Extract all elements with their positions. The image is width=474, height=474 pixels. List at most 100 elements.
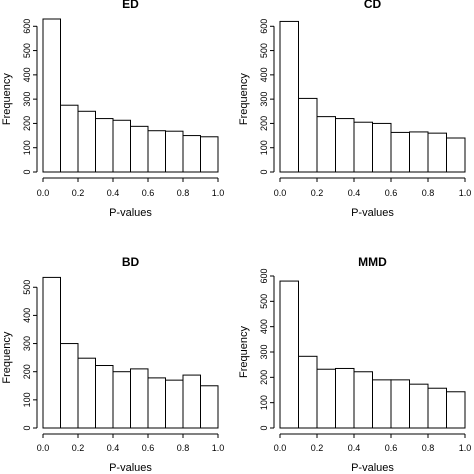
histogram-bar [335, 118, 355, 173]
x-axis-title: P-values [109, 207, 152, 219]
x-tick-label: 0.4 [107, 188, 120, 198]
x-tick-label: 0.2 [311, 443, 324, 453]
x-tick-label: 0.0 [37, 443, 50, 453]
y-tick-label: 0 [259, 425, 269, 430]
x-tick-label: 0.2 [72, 188, 85, 198]
y-tick-label: 200 [22, 364, 32, 379]
x-tick-label: 0.6 [385, 188, 398, 198]
histogram-bar [42, 18, 61, 173]
y-tick-label: 400 [259, 319, 269, 334]
x-tick-label: 0.6 [385, 443, 398, 453]
y-tick-label: 500 [22, 280, 32, 295]
histogram-bar [112, 119, 131, 173]
x-tick-label: 1.0 [459, 188, 472, 198]
y-tick-label: 300 [22, 336, 32, 351]
histogram-bar [77, 357, 96, 429]
y-tick-label: 100 [259, 395, 269, 410]
x-tick-label: 1.0 [459, 443, 472, 453]
y-tick-label: 100 [22, 140, 32, 155]
y-tick-label: 100 [259, 140, 269, 155]
histogram-bar [112, 371, 131, 429]
histogram-bar [130, 125, 149, 173]
y-tick-label: 500 [22, 43, 32, 58]
y-tick-label: 600 [22, 19, 32, 34]
histogram-bar [353, 121, 373, 173]
histogram-bar [279, 280, 299, 429]
y-tick-label: 200 [259, 116, 269, 131]
x-tick-label: 0.4 [348, 188, 361, 198]
y-tick-label: 400 [22, 308, 32, 323]
histogram-bar [316, 116, 336, 173]
histogram-bar [390, 131, 410, 173]
histogram-bar [182, 374, 201, 429]
y-tick-label: 500 [259, 43, 269, 58]
histogram-bar [298, 97, 318, 173]
histogram-bar [60, 343, 79, 429]
histogram-bar [446, 137, 466, 173]
chart-title: MMD [358, 255, 387, 269]
chart-title: CD [364, 0, 382, 11]
histogram-panel: MMD 0 100 200 300 400 500 600 Frequency 0.0 0.2 0.4… [238, 255, 471, 474]
y-tick-label: 200 [259, 370, 269, 385]
chart-title: BD [122, 255, 140, 269]
y-tick-label: 0 [22, 169, 32, 174]
x-tick-label: 0.6 [142, 188, 155, 198]
histogram-panel: CD 0 100 200 300 400 500 600 Frequency 0.0 0.2 0.4 0… [238, 0, 471, 219]
histogram-bar [427, 387, 447, 429]
y-tick-label: 500 [259, 294, 269, 309]
x-tick-label: 0.4 [348, 443, 361, 453]
x-tick-label: 0.0 [274, 188, 287, 198]
y-tick-label: 0 [259, 169, 269, 174]
histogram-bar [165, 379, 184, 429]
histogram-bar [446, 391, 466, 429]
histogram-bar [298, 355, 318, 429]
x-axis-title: P-values [351, 207, 394, 219]
y-axis-title: Frequency [1, 331, 13, 383]
y-tick-label: 300 [22, 92, 32, 107]
x-tick-label: 1.0 [212, 188, 225, 198]
histogram-bar [279, 20, 299, 173]
histogram-bar [372, 379, 392, 429]
x-tick-label: 0.8 [422, 443, 435, 453]
histogram-bar [42, 276, 61, 429]
histogram-bar [316, 368, 336, 429]
x-tick-label: 0.2 [72, 443, 85, 453]
histogram-bar [182, 135, 201, 173]
histogram-bar [95, 118, 114, 173]
histogram-bar [165, 130, 184, 173]
y-tick-label: 200 [22, 116, 32, 131]
x-tick-label: 0.8 [177, 443, 190, 453]
histogram-bar [409, 131, 429, 173]
histogram-bar [147, 130, 166, 173]
y-axis-title: Frequency [238, 326, 250, 378]
x-tick-label: 0.0 [274, 443, 287, 453]
y-axis-title: Frequency [1, 73, 13, 125]
x-tick-label: 0.8 [177, 188, 190, 198]
y-tick-label: 400 [22, 67, 32, 82]
histogram-bar [372, 122, 392, 173]
histogram-bar [130, 368, 149, 429]
x-axis-title: P-values [351, 462, 394, 474]
x-tick-label: 0.0 [37, 188, 50, 198]
x-tick-label: 1.0 [212, 443, 225, 453]
x-tick-label: 0.6 [142, 443, 155, 453]
histogram-bar [353, 371, 373, 429]
x-tick-label: 0.8 [422, 188, 435, 198]
histogram-bar [60, 104, 79, 173]
histogram-bar [409, 383, 429, 429]
x-axis-title: P-values [109, 462, 152, 474]
histogram-bar [390, 379, 410, 429]
histogram-panel: ED 0 100 200 300 400 500 600 Frequency 0.0 0.2 0.4 0… [1, 0, 224, 219]
y-axis-title: Frequency [238, 73, 250, 125]
x-tick-label: 0.4 [107, 443, 120, 453]
y-tick-label: 600 [259, 268, 269, 283]
chart-title: ED [122, 0, 139, 11]
y-tick-label: 600 [259, 19, 269, 34]
y-tick-label: 400 [259, 67, 269, 82]
histogram-panel: BD 0 100 200 300 400 500 Frequency 0.0 0.2 0.4 0.6 0… [1, 255, 224, 474]
histogram-bar [200, 136, 219, 173]
histogram-bar [427, 132, 447, 173]
histogram-bar [77, 110, 96, 173]
histogram-bar [335, 367, 355, 429]
